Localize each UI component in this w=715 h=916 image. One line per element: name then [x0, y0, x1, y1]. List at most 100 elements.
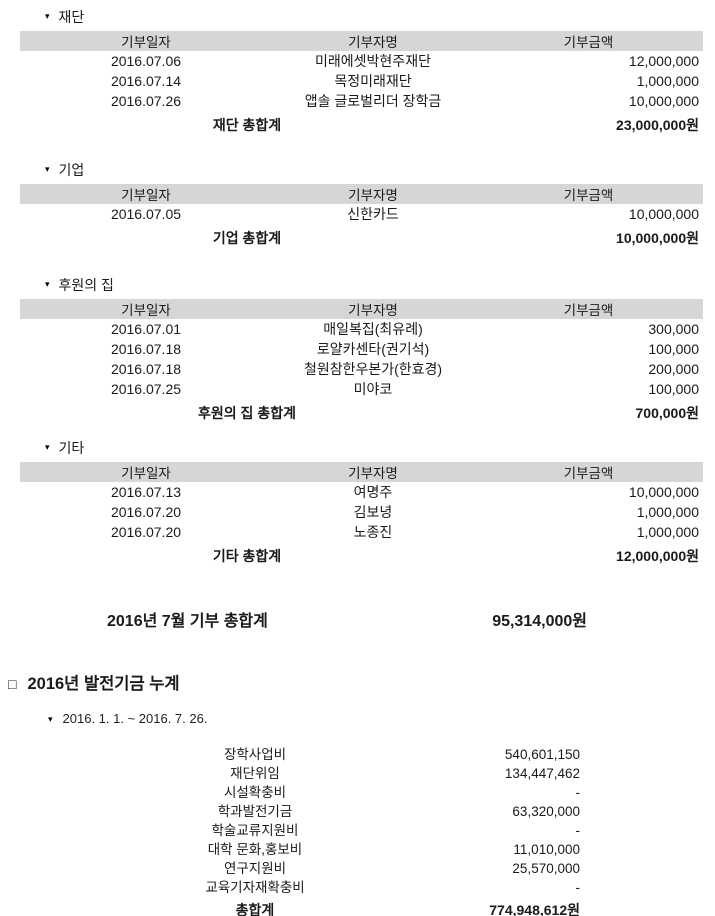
fund-item-row: 학과발전기금 63,320,000 — [0, 802, 715, 821]
donation-amount: 1,000,000 — [636, 524, 699, 540]
fund-item-value: 11,010,000 — [513, 842, 580, 857]
col-header-donor: 기부자명 — [272, 184, 474, 204]
fund-item-value: 63,320,000 — [512, 804, 580, 819]
col-header-donor: 기부자명 — [272, 299, 474, 319]
donation-amount: 10,000,000 — [628, 484, 699, 500]
donation-donor: 여명주 — [353, 484, 393, 500]
fund-item-label: 재단위임 — [230, 766, 280, 781]
fund-item-label: 연구지원비 — [223, 861, 287, 876]
donation-amount: 1,000,000 — [636, 504, 699, 520]
donation-amount: 100,000 — [648, 381, 699, 397]
table-header-row: 기부일자 기부자명 기부금액 — [20, 462, 703, 482]
donation-donor: 앱솔 글로벌리더 장학금 — [304, 93, 442, 109]
col-header-date: 기부일자 — [20, 184, 272, 204]
section-total-row: 재단 총합계 23,000,000원 — [20, 111, 703, 135]
col-header-date: 기부일자 — [20, 31, 272, 51]
donation-donor: 미래에셋박현주재단 — [315, 53, 431, 69]
donation-row: 2016.07.13 여명주 10,000,000 — [20, 482, 703, 502]
donation-date: 2016.07.26 — [110, 93, 182, 109]
fund-item-label: 학과발전기금 — [217, 804, 293, 819]
section-total-value: 700,000원 — [635, 405, 700, 421]
section-title[interactable]: ▾ 후원의 집 — [45, 276, 715, 293]
monthly-grand-total-row: 2016년 7월 기부 총합계 95,314,000원 — [107, 612, 587, 632]
table-header-row: 기부일자 기부자명 기부금액 — [20, 299, 703, 319]
col-header-amount: 기부금액 — [474, 299, 703, 319]
section-total-label: 재단 총합계 — [212, 117, 282, 133]
section-title[interactable]: ▾ 재단 — [45, 8, 715, 25]
donation-table: 기부일자 기부자명 기부금액 2016.07.13 여명주 10,000,000… — [20, 462, 703, 566]
col-header-donor: 기부자명 — [272, 31, 474, 51]
monthly-grand-total-value: 95,314,000원 — [492, 613, 587, 630]
donation-amount: 1,000,000 — [636, 73, 699, 89]
section-title[interactable]: ▾ 기업 — [45, 161, 715, 178]
section-title-label: 기업 — [58, 161, 85, 178]
donation-donor: 철원참한우본가(한효경) — [303, 361, 443, 377]
section-total-label: 후원의 집 총합계 — [198, 405, 296, 421]
col-header-date: 기부일자 — [20, 299, 272, 319]
donation-sections-container: ▾ 재단 기부일자 기부자명 기부금액 2016.07.06 미래에셋박현주재단… — [0, 8, 715, 566]
donation-amount: 10,000,000 — [628, 93, 699, 109]
donation-donor: 목정미래재단 — [334, 73, 412, 89]
fund-item-row: 학술교류지원비 - — [0, 821, 715, 840]
fund-item-label: 장학사업비 — [223, 747, 287, 762]
donation-row: 2016.07.05 신한카드 10,000,000 — [20, 204, 703, 224]
donation-donor: 미야코 — [353, 381, 393, 397]
donation-donor: 신한카드 — [347, 206, 399, 222]
fund-item-value: - — [575, 880, 581, 895]
donation-donor: 매일복집(최유례) — [323, 321, 423, 337]
fund-item-value: 134,447,462 — [504, 766, 580, 781]
section-title-label: 기타 — [58, 439, 85, 456]
donation-date: 2016.07.13 — [110, 484, 182, 500]
section-total-row: 후원의 집 총합계 700,000원 — [20, 399, 703, 423]
fund-items-list: 장학사업비 540,601,150 재단위임 134,447,462 시설확충비… — [0, 745, 715, 897]
fund-total-label: 총합계 — [235, 902, 275, 916]
fund-item-row: 장학사업비 540,601,150 — [0, 745, 715, 764]
col-header-amount: 기부금액 — [474, 184, 703, 204]
donation-donor: 김보녕 — [353, 504, 393, 520]
donation-row: 2016.07.18 철원참한우본가(한효경) 200,000 — [20, 359, 703, 379]
fund-item-value: 25,570,000 — [512, 861, 580, 876]
cumulative-period[interactable]: ▾ 2016. 1. 1. ~ 2016. 7. 26. — [48, 712, 715, 726]
col-header-date: 기부일자 — [20, 462, 272, 482]
donation-row: 2016.07.14 목정미래재단 1,000,000 — [20, 71, 703, 91]
table-header-row: 기부일자 기부자명 기부금액 — [20, 184, 703, 204]
donation-section: ▾ 재단 기부일자 기부자명 기부금액 2016.07.06 미래에셋박현주재단… — [0, 8, 715, 135]
fund-item-label: 대학 문화,홍보비 — [207, 842, 303, 857]
collapse-triangle-icon: ▾ — [45, 279, 50, 289]
donation-section: ▾ 기타 기부일자 기부자명 기부금액 2016.07.13 여명주 10,00… — [0, 439, 715, 566]
col-header-amount: 기부금액 — [474, 31, 703, 51]
collapse-triangle-icon: ▾ — [45, 442, 50, 452]
fund-item-row: 재단위임 134,447,462 — [0, 764, 715, 783]
donation-date: 2016.07.14 — [110, 73, 182, 89]
donation-date: 2016.07.18 — [110, 341, 182, 357]
col-header-donor: 기부자명 — [272, 462, 474, 482]
section-total-value: 23,000,000원 — [616, 117, 699, 133]
col-header-amount: 기부금액 — [474, 462, 703, 482]
section-total-row: 기타 총합계 12,000,000원 — [20, 542, 703, 566]
donation-date: 2016.07.20 — [110, 504, 182, 520]
donation-date: 2016.07.18 — [110, 361, 182, 377]
fund-item-row: 연구지원비 25,570,000 — [0, 859, 715, 878]
fund-item-row: 대학 문화,홍보비 11,010,000 — [0, 840, 715, 859]
fund-item-row: 시설확충비 - — [0, 783, 715, 802]
donation-table: 기부일자 기부자명 기부금액 2016.07.06 미래에셋박현주재단 12,0… — [20, 31, 703, 135]
donation-amount: 300,000 — [648, 321, 699, 337]
donation-date: 2016.07.06 — [110, 53, 182, 69]
collapse-triangle-icon: ▾ — [45, 164, 50, 174]
section-total-value: 12,000,000원 — [616, 548, 699, 564]
donation-row: 2016.07.25 미야코 100,000 — [20, 379, 703, 399]
donation-row: 2016.07.20 노종진 1,000,000 — [20, 522, 703, 542]
square-bullet-icon: □ — [8, 676, 17, 692]
donation-amount: 10,000,000 — [628, 206, 699, 222]
donation-donor: 로얄카센타(권기석) — [316, 341, 430, 357]
donation-row: 2016.07.01 매일복집(최유례) 300,000 — [20, 319, 703, 339]
section-total-label: 기타 총합계 — [212, 548, 282, 564]
fund-item-label: 학술교류지원비 — [211, 823, 299, 838]
donation-table: 기부일자 기부자명 기부금액 2016.07.05 신한카드 10,000,00… — [20, 184, 703, 248]
donation-date: 2016.07.25 — [110, 381, 182, 397]
fund-total-value: 774,948,612원 — [489, 902, 580, 916]
section-title[interactable]: ▾ 기타 — [45, 439, 715, 456]
fund-item-value: 540,601,150 — [504, 747, 580, 762]
table-header-row: 기부일자 기부자명 기부금액 — [20, 31, 703, 51]
fund-item-value: - — [575, 785, 581, 800]
